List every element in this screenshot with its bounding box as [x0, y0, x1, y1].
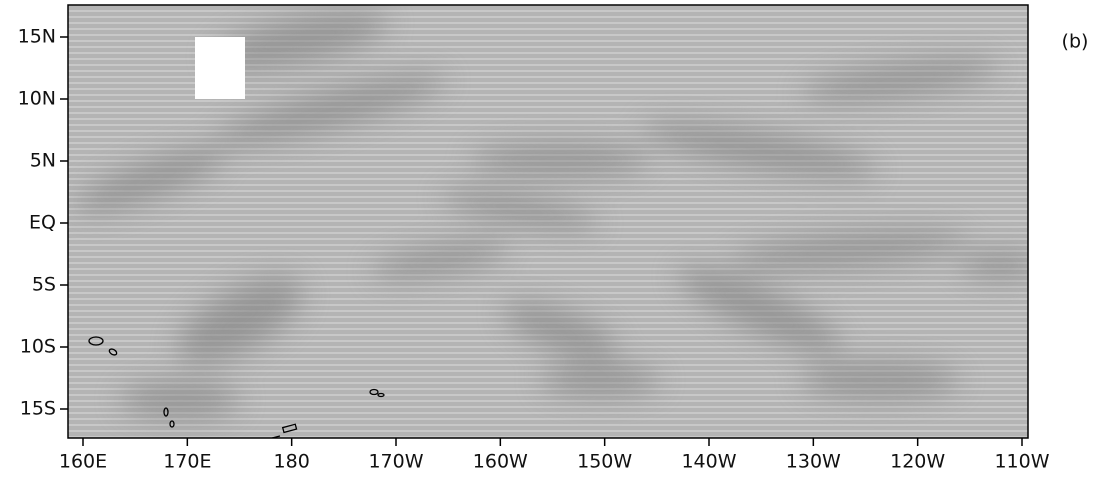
missing-data: [195, 37, 245, 99]
lat-tick-label: 5N: [30, 150, 56, 172]
lon-tick-label: 150W: [577, 451, 632, 473]
lat-tick-label: 10N: [18, 88, 56, 110]
lon-tick-label: 120W: [890, 451, 945, 473]
field-anomalies: [74, 11, 1028, 418]
islands: [88, 336, 385, 438]
lon-tick-label: 130W: [786, 451, 841, 473]
lon-tick-label: 160E: [59, 451, 107, 473]
axes: 160E 170E 180 170W 160W 150W 140W 130W 120W 110W 1…: [18, 26, 1050, 473]
panel-label: (b): [1062, 31, 1089, 53]
lon-tick-label: 140W: [681, 451, 736, 473]
map-frame: [67, 4, 1029, 439]
lon-tick-label: 170W: [368, 451, 423, 473]
field: [68, 5, 1028, 438]
lat-tick-label: 5S: [32, 274, 56, 296]
lat-tick-label: EQ: [29, 212, 56, 234]
lat-tick-label: 10S: [20, 336, 56, 358]
lon-tick-label: 180: [274, 451, 310, 473]
lon-tick-label: 110W: [994, 451, 1049, 473]
lon-tick-label: 170E: [163, 451, 211, 473]
lat-tick-label: 15S: [20, 398, 56, 420]
lat-tick-label: 15N: [18, 26, 56, 48]
lon-tick-label: 160W: [473, 451, 528, 473]
